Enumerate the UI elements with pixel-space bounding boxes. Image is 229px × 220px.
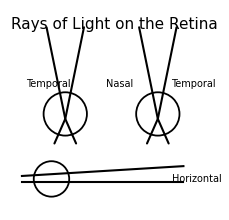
Text: Temporal: Temporal [171,79,215,89]
Text: Temporal: Temporal [26,79,71,89]
Text: Horizontal: Horizontal [172,174,221,184]
Text: Rays of Light on the Retina: Rays of Light on the Retina [11,17,218,32]
Text: Nasal: Nasal [106,79,133,89]
